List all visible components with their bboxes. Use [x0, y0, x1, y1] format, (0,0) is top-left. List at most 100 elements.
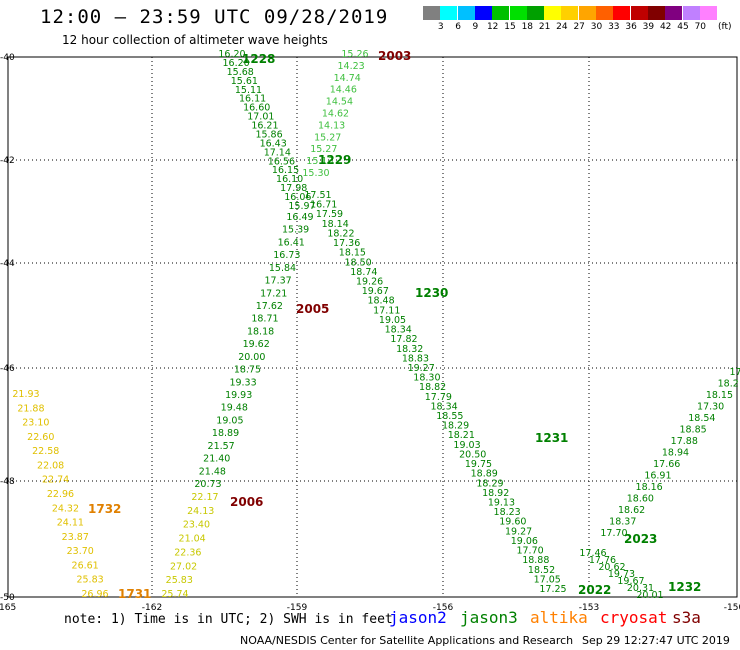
swh-value: 18.85 — [679, 425, 706, 436]
swh-value: 19.33 — [229, 377, 256, 388]
swh-value: 17.37 — [264, 276, 291, 287]
swh-value: 22.74 — [42, 475, 69, 486]
swh-value: 16.43 — [260, 138, 287, 149]
swh-value: 15.27 — [310, 144, 337, 155]
legend-label: 30 — [590, 22, 603, 32]
swh-value: 16.20 — [218, 49, 245, 60]
legend-label: 70 — [694, 22, 707, 32]
swh-value: 15.11 — [235, 85, 262, 96]
swh-value: 18.15 — [339, 248, 366, 259]
swh-value: 19.06 — [511, 536, 538, 547]
swh-value: 18.83 — [402, 353, 429, 364]
legend-swatch — [492, 6, 510, 20]
swh-value: 18.22 — [327, 228, 354, 239]
swh-value: 15.39 — [282, 225, 309, 236]
legend-label: 36 — [625, 22, 637, 32]
swh-value: 17.25 — [539, 584, 566, 595]
legend-swatch — [561, 6, 579, 20]
swh-value: 18.89 — [471, 469, 498, 480]
swh-value: 17.21 — [260, 288, 287, 299]
legend-label: 15 — [504, 22, 516, 32]
swh-value: 19.75 — [465, 459, 492, 470]
swh-value: 19.48 — [221, 403, 248, 414]
swh-value: 15.84 — [269, 263, 296, 274]
legend-unit: (ft) — [718, 22, 732, 32]
pass-id-label: 1231 — [535, 431, 568, 445]
swh-value: 24.11 — [57, 518, 84, 529]
swh-value: 16.60 — [243, 103, 270, 114]
swh-value: 24.13 — [187, 506, 214, 517]
swh-value: 16.49 — [286, 212, 313, 223]
swh-value: 16.71 — [310, 200, 337, 211]
swh-value: 19.27 — [505, 526, 532, 537]
swh-value: 23.70 — [67, 546, 94, 557]
swh-value: 20.01 — [636, 590, 663, 601]
swh-value: 18.16 — [636, 482, 663, 493]
swh-value: 23.40 — [183, 520, 210, 531]
swh-value: 17.70 — [516, 546, 543, 557]
pass-id-label: 2003 — [378, 49, 411, 63]
swh-value: 17.79 — [425, 392, 452, 403]
legend-swatch — [440, 6, 458, 20]
longitude-label: -165 — [0, 603, 16, 613]
legend-swatch — [544, 6, 562, 20]
swh-value: 19.67 — [362, 286, 389, 297]
swh-value: 16.91 — [644, 471, 671, 482]
swh-value: 21.57 — [208, 441, 235, 452]
satellite-label-jason3: jason3 — [460, 608, 518, 627]
swh-value: 15.61 — [231, 76, 258, 87]
swh-value: 16.73 — [273, 250, 300, 261]
map-subtitle: 12 hour collection of altimeter wave hei… — [62, 33, 328, 47]
swh-value: 17.66 — [653, 459, 680, 470]
swh-value: 14.54 — [326, 97, 353, 108]
swh-value: 23.10 — [22, 418, 49, 429]
swh-value: 22.17 — [191, 492, 218, 503]
swh-value: 26.96 — [81, 589, 108, 600]
legend-label: 27 — [573, 22, 585, 32]
pass-id-label: 1731 — [118, 587, 151, 601]
swh-value: 15.27 — [314, 132, 341, 143]
swh-value: 18.52 — [528, 565, 555, 576]
legend-label: 45 — [677, 22, 689, 32]
satellite-label-jason2: jason2 — [389, 608, 447, 627]
swh-value: 15.86 — [255, 129, 282, 140]
swh-value: 19.93 — [225, 390, 252, 401]
swh-value: 25.74 — [161, 589, 188, 600]
swh-value: 22.60 — [27, 432, 54, 443]
swh-value: 17.76 — [589, 555, 616, 566]
swh-value: 15.13 — [306, 156, 333, 167]
swh-value: 17.98 — [280, 183, 307, 194]
swh-value: 18.94 — [662, 448, 689, 459]
swh-value: 18.30 — [413, 373, 440, 384]
swh-value: 17.51 — [304, 190, 331, 201]
swh-value: 20.00 — [238, 352, 265, 363]
swh-value: 19.60 — [499, 517, 526, 528]
swh-value: 16.56 — [268, 156, 295, 167]
swh-value: 18.32 — [396, 344, 423, 355]
swh-value: 19.05 — [379, 315, 406, 326]
swh-value: 18.18 — [247, 326, 274, 337]
longitude-label: -150 — [724, 603, 740, 613]
swh-value: 17.14 — [264, 147, 291, 158]
legend-swatch — [699, 6, 717, 20]
credit-line: NOAA/NESDIS Center for Satellite Applica… — [240, 634, 574, 647]
swh-value: 19.05 — [216, 415, 243, 426]
swh-value: 16.06 — [284, 192, 311, 203]
swh-value: 20.31 — [627, 583, 654, 594]
pass-id-label: 1228 — [242, 52, 275, 66]
swh-value: 18.50 — [345, 257, 372, 268]
swh-value: 19.26 — [356, 276, 383, 287]
swh-value: 18.71 — [251, 314, 278, 325]
swh-value: 21.93 — [12, 389, 39, 400]
swh-value: 18.23 — [494, 507, 521, 518]
legend-label: 12 — [486, 22, 499, 32]
pass-id-label: 1229 — [318, 153, 351, 167]
pass-id-label: 1732 — [88, 502, 121, 516]
swh-value: 17.82 — [390, 334, 417, 345]
map-title: 12:00 – 23:59 UTC 09/28/2019 — [40, 6, 389, 28]
swh-value: 16.15 — [272, 165, 299, 176]
longitude-label: -162 — [142, 603, 162, 613]
swh-value: 17.05 — [534, 574, 561, 585]
swh-value: 14.46 — [330, 85, 357, 96]
